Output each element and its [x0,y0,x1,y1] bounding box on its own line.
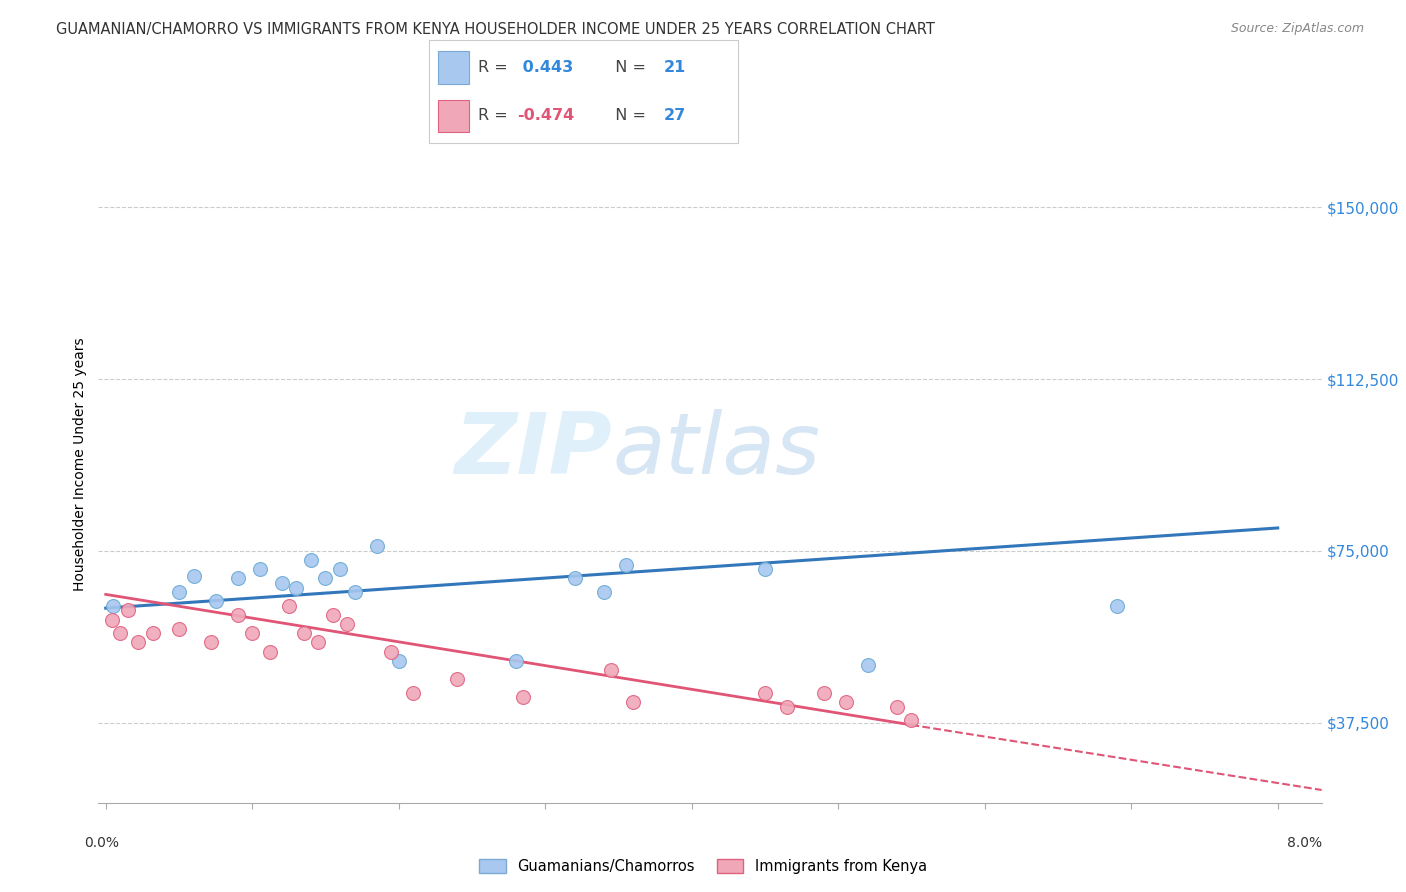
Text: R =: R = [478,61,513,75]
Point [343,585,366,599]
Point [380,645,402,659]
Point [776,699,799,714]
Point [886,699,908,714]
Point [834,695,856,709]
Point [226,607,249,622]
Point [277,599,299,613]
Text: N =: N = [605,61,651,75]
Point [388,654,411,668]
Point [621,695,644,709]
Text: 27: 27 [664,108,686,122]
Text: 8.0%: 8.0% [1288,836,1322,850]
Point [754,562,776,576]
Point [167,585,190,599]
Point [183,569,205,583]
Point [101,599,124,613]
Point [127,635,149,649]
Text: N =: N = [605,108,651,122]
Point [259,645,281,659]
Point [754,686,776,700]
Point [856,658,879,673]
Point [314,571,336,585]
Point [592,585,614,599]
Point [240,626,263,640]
Point [564,571,586,585]
Point [307,635,329,649]
Point [270,576,292,591]
Point [285,581,308,595]
Text: atlas: atlas [612,409,820,491]
Point [505,654,527,668]
Text: R =: R = [478,108,513,122]
Point [900,714,922,728]
Point [512,690,534,705]
Y-axis label: Householder Income Under 25 years: Householder Income Under 25 years [73,337,87,591]
Text: 0.443: 0.443 [517,61,574,75]
Point [336,617,359,632]
Point [329,562,352,576]
Point [249,562,271,576]
Point [200,635,222,649]
Text: 0.0%: 0.0% [84,836,118,850]
Text: Source: ZipAtlas.com: Source: ZipAtlas.com [1230,22,1364,36]
Point [100,613,122,627]
Point [600,663,623,677]
Point [110,626,132,640]
Point [142,626,165,640]
Point [1105,599,1128,613]
Point [204,594,226,608]
FancyBboxPatch shape [439,100,470,132]
Text: -0.474: -0.474 [517,108,574,122]
Text: GUAMANIAN/CHAMORRO VS IMMIGRANTS FROM KENYA HOUSEHOLDER INCOME UNDER 25 YEARS CO: GUAMANIAN/CHAMORRO VS IMMIGRANTS FROM KE… [56,22,935,37]
Point [446,672,468,686]
Point [117,603,139,617]
Legend: Guamanians/Chamorros, Immigrants from Kenya: Guamanians/Chamorros, Immigrants from Ke… [474,854,932,880]
Point [292,626,315,640]
Point [366,539,388,553]
FancyBboxPatch shape [439,52,470,84]
Text: ZIP: ZIP [454,409,612,491]
Point [402,686,425,700]
Point [614,558,637,572]
Text: 21: 21 [664,61,686,75]
Point [813,686,835,700]
Point [226,571,249,585]
Point [167,622,190,636]
Point [322,607,344,622]
Point [299,553,322,567]
